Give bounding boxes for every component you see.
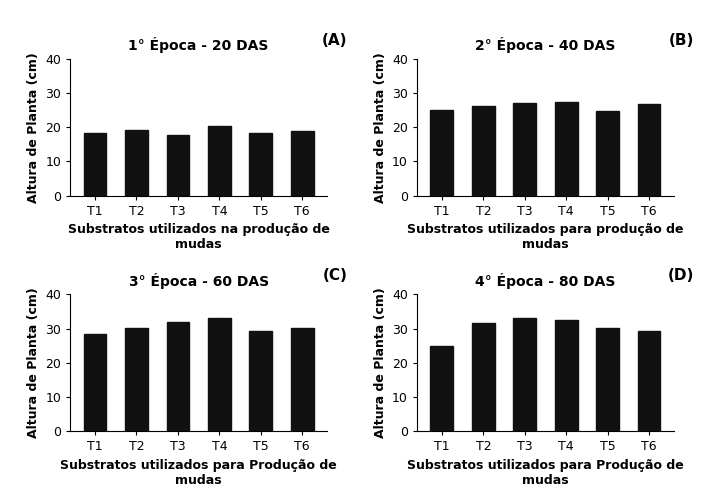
Title: 2° Época - 40 DAS: 2° Época - 40 DAS [475,37,616,53]
Bar [166,322,190,431]
Bar [555,320,578,431]
Bar [637,104,661,196]
Bar [596,111,619,196]
Bar [84,133,107,196]
Bar [472,106,495,196]
Bar [513,318,536,431]
Bar [637,331,661,431]
Y-axis label: Altura de Planta (cm): Altura de Planta (cm) [27,287,40,438]
X-axis label: Substratos utilizados para produção de
mudas: Substratos utilizados para produção de m… [407,223,684,251]
Y-axis label: Altura de Planta (cm): Altura de Planta (cm) [373,52,387,203]
Bar [555,102,578,196]
Bar [166,135,190,196]
X-axis label: Substratos utilizados para Produção de
mudas: Substratos utilizados para Produção de m… [407,459,684,487]
X-axis label: Substratos utilizados na produção de
mudas: Substratos utilizados na produção de mud… [67,223,329,251]
Bar [249,133,272,196]
Text: (B): (B) [669,33,694,48]
Bar [84,334,107,431]
Y-axis label: Altura de Planta (cm): Altura de Planta (cm) [27,52,40,203]
Bar [513,102,536,196]
Title: 3° Época - 60 DAS: 3° Época - 60 DAS [128,273,269,289]
Bar [596,328,619,431]
Text: (C): (C) [323,269,347,283]
Title: 1° Época - 20 DAS: 1° Época - 20 DAS [128,37,269,53]
Y-axis label: Altura de Planta (cm): Altura de Planta (cm) [373,287,387,438]
Text: (D): (D) [668,269,694,283]
Bar [472,323,495,431]
Text: (A): (A) [322,33,347,48]
Bar [208,318,231,431]
Bar [208,125,231,196]
Bar [291,131,314,196]
Bar [249,331,272,431]
Bar [125,130,148,196]
Title: 4° Época - 80 DAS: 4° Época - 80 DAS [475,273,616,289]
Bar [125,328,148,431]
Bar [291,328,314,431]
X-axis label: Substratos utilizados para Produção de
mudas: Substratos utilizados para Produção de m… [60,459,337,487]
Bar [430,110,453,196]
Bar [430,345,453,431]
